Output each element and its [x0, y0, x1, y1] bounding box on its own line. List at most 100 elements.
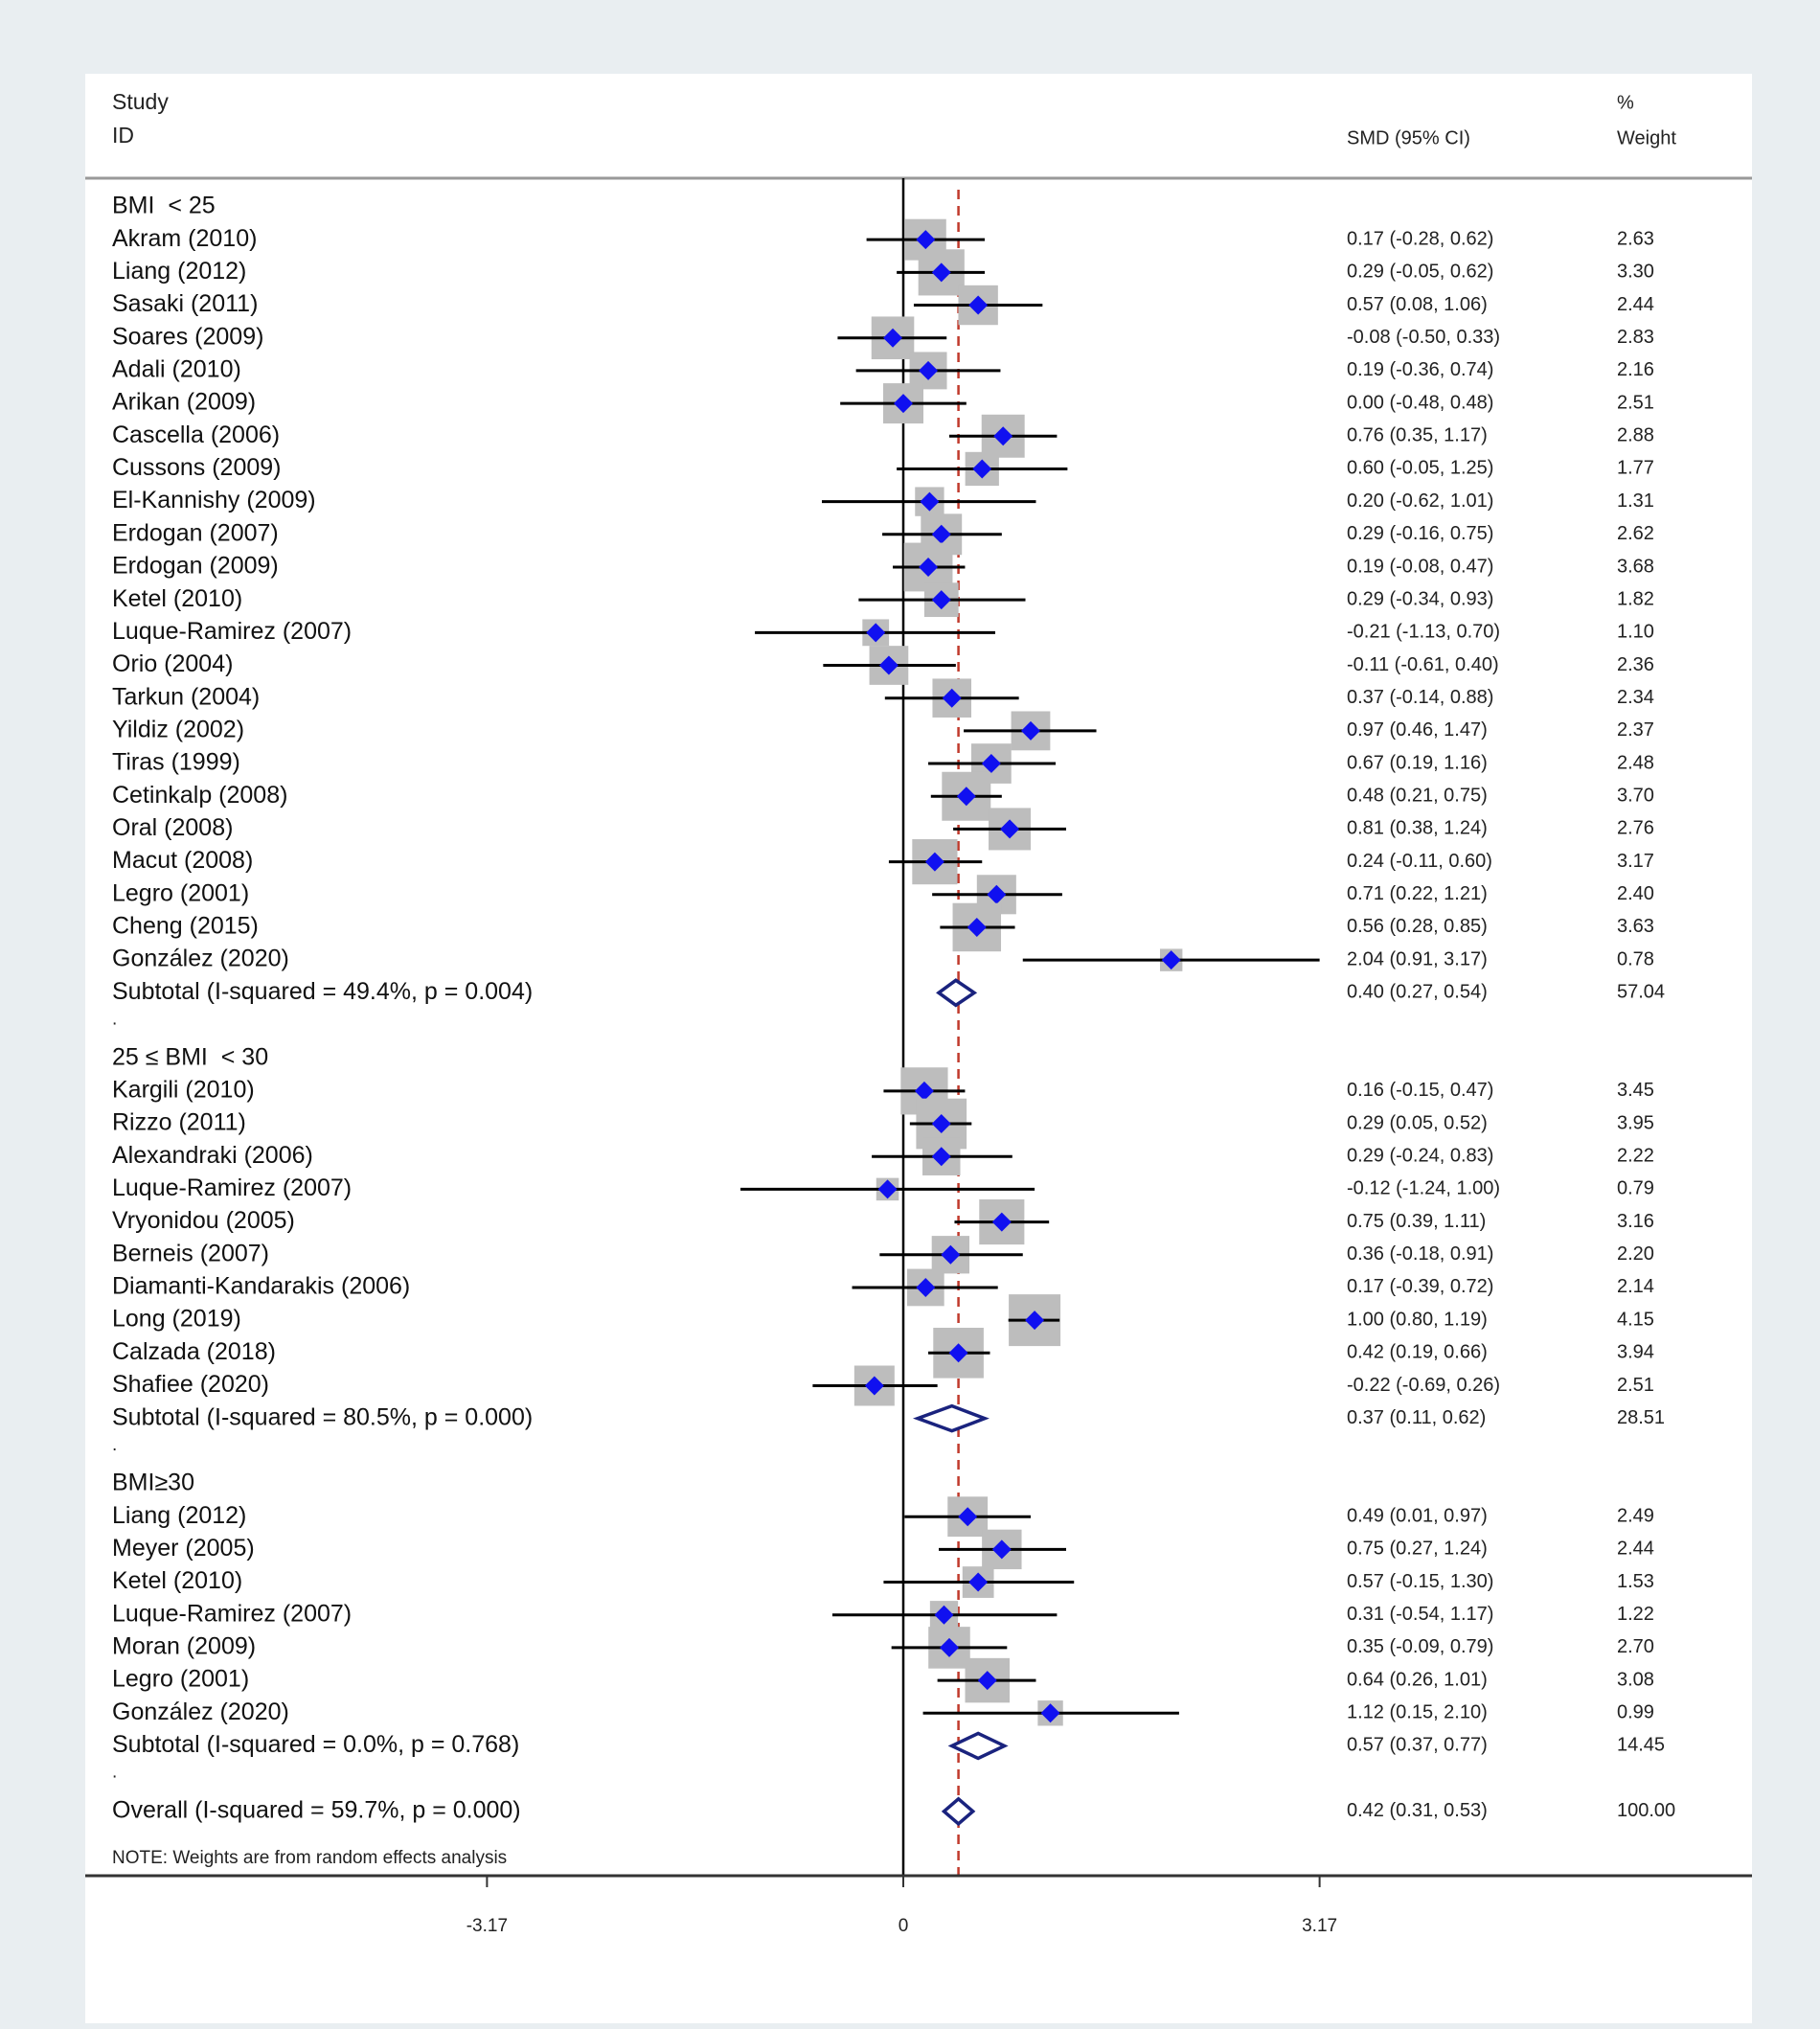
- study-smd-ci: 0.48 (0.21, 0.75): [1347, 786, 1488, 807]
- point-estimate-marker: [972, 459, 992, 479]
- point-estimate-marker: [931, 1114, 951, 1134]
- point-estimate-marker: [919, 557, 939, 577]
- study-weight: 2.76: [1617, 818, 1654, 839]
- study-smd-ci: -0.08 (-0.50, 0.33): [1347, 327, 1500, 348]
- study-smd-ci: 0.29 (-0.24, 0.83): [1347, 1146, 1493, 1167]
- study-smd-ci: 0.16 (-0.15, 0.47): [1347, 1080, 1493, 1101]
- study-label: Shafiee (2020): [112, 1371, 269, 1398]
- subtotal-smd-ci: 0.37 (0.11, 0.62): [1347, 1407, 1486, 1428]
- study-smd-ci: 0.00 (-0.48, 0.48): [1347, 392, 1493, 413]
- point-estimate-marker: [942, 688, 962, 708]
- study-label: Arikan (2009): [112, 389, 256, 416]
- study-weight: 1.22: [1617, 1604, 1654, 1625]
- x-tick-label: -3.17: [466, 1916, 508, 1936]
- study-smd-ci: 0.17 (-0.28, 0.62): [1347, 228, 1493, 249]
- study-label: Tarkun (2004): [112, 683, 260, 710]
- point-estimate-marker: [993, 426, 1013, 446]
- study-weight: 2.34: [1617, 687, 1654, 708]
- study-weight: 3.63: [1617, 916, 1654, 937]
- subtotal-smd-ci: 0.57 (0.37, 0.77): [1347, 1735, 1488, 1756]
- header-weight: Weight: [1617, 127, 1676, 148]
- point-estimate-marker: [931, 262, 951, 283]
- study-weight: 1.10: [1617, 622, 1654, 643]
- study-label: Long (2019): [112, 1306, 241, 1333]
- overall-weight: 100.00: [1617, 1800, 1675, 1821]
- study-label: Liang (2012): [112, 1502, 246, 1529]
- study-label: Rizzo (2011): [112, 1109, 246, 1136]
- study-smd-ci: -0.22 (-0.69, 0.26): [1347, 1375, 1500, 1396]
- point-estimate-marker: [916, 230, 936, 250]
- study-weight: 2.88: [1617, 425, 1654, 446]
- study-label: Cheng (2015): [112, 913, 259, 940]
- study-weight: 0.79: [1617, 1178, 1654, 1199]
- point-estimate-marker: [956, 787, 976, 807]
- study-weight: 2.36: [1617, 654, 1654, 675]
- point-estimate-marker: [991, 1539, 1012, 1560]
- study-weight: 2.44: [1617, 1539, 1654, 1560]
- subtotal-weight: 28.51: [1617, 1407, 1665, 1428]
- overall-label: Overall (I-squared = 59.7%, p = 0.000): [112, 1796, 521, 1823]
- study-label: Erdogan (2007): [112, 519, 279, 546]
- point-estimate-marker: [877, 1179, 898, 1199]
- x-tick-label: 3.17: [1302, 1916, 1337, 1936]
- study-label: Ketel (2010): [112, 1567, 242, 1594]
- study-weight: 2.51: [1617, 1375, 1654, 1396]
- study-smd-ci: -0.11 (-0.61, 0.40): [1347, 654, 1499, 675]
- study-label: Tiras (1999): [112, 749, 240, 776]
- study-weight: 1.31: [1617, 490, 1654, 512]
- point-estimate-marker: [987, 884, 1007, 904]
- study-weight: 2.83: [1617, 327, 1654, 348]
- study-weight: 2.16: [1617, 359, 1654, 380]
- point-estimate-marker: [878, 655, 899, 675]
- group-heading: BMI < 25: [112, 193, 216, 219]
- study-smd-ci: 0.56 (0.28, 0.85): [1347, 916, 1488, 937]
- study-smd-ci: 0.64 (0.26, 1.01): [1347, 1669, 1488, 1690]
- study-smd-ci: 0.24 (-0.11, 0.60): [1347, 851, 1492, 872]
- study-weight: 1.77: [1617, 458, 1654, 479]
- study-label: Moran (2009): [112, 1633, 256, 1660]
- study-label: Ketel (2010): [112, 585, 242, 612]
- subtotal-label: Subtotal (I-squared = 80.5%, p = 0.000): [112, 1403, 533, 1430]
- study-weight: 3.94: [1617, 1342, 1654, 1363]
- point-estimate-marker: [991, 1212, 1012, 1232]
- study-label: El-Kannishy (2009): [112, 487, 316, 513]
- study-weight: 2.62: [1617, 523, 1654, 544]
- point-estimate-marker: [931, 590, 951, 610]
- study-smd-ci: -0.21 (-1.13, 0.70): [1347, 622, 1500, 643]
- study-smd-ci: 0.19 (-0.36, 0.74): [1347, 359, 1493, 380]
- study-label: Liang (2012): [112, 258, 246, 285]
- study-label: Cetinkalp (2008): [112, 782, 287, 809]
- study-weight: 2.51: [1617, 392, 1654, 413]
- study-weight: 2.70: [1617, 1636, 1654, 1657]
- study-label: Cussons (2009): [112, 454, 281, 481]
- study-weight: 3.45: [1617, 1080, 1654, 1101]
- study-label: González (2020): [112, 1698, 289, 1725]
- study-smd-ci: 0.75 (0.39, 1.11): [1347, 1211, 1486, 1232]
- header-id: ID: [112, 123, 134, 148]
- point-estimate-marker: [1025, 1311, 1045, 1331]
- study-smd-ci: 0.76 (0.35, 1.17): [1347, 425, 1488, 446]
- point-estimate-marker: [916, 1277, 936, 1297]
- point-estimate-marker: [958, 1507, 978, 1527]
- study-label: Orio (2004): [112, 650, 233, 677]
- point-estimate-marker: [1000, 819, 1020, 839]
- point-estimate-marker: [941, 1244, 961, 1265]
- point-estimate-marker: [1161, 950, 1181, 970]
- study-weight: 3.95: [1617, 1112, 1654, 1133]
- study-label: Alexandraki (2006): [112, 1142, 313, 1169]
- point-estimate-marker: [1020, 720, 1040, 741]
- study-label: Luque-Ramirez (2007): [112, 1600, 352, 1627]
- spacer-dot: .: [112, 1010, 117, 1030]
- overall-diamond: [941, 1796, 976, 1827]
- subtotal-label: Subtotal (I-squared = 49.4%, p = 0.004): [112, 978, 533, 1005]
- study-smd-ci: 0.42 (0.19, 0.66): [1347, 1342, 1488, 1363]
- spacer-dot: .: [112, 1763, 117, 1783]
- point-estimate-marker: [866, 623, 886, 643]
- study-label: Kargili (2010): [112, 1076, 255, 1103]
- study-smd-ci: 0.29 (0.05, 0.52): [1347, 1112, 1488, 1133]
- study-label: Legro (2001): [112, 1666, 249, 1693]
- study-label: Soares (2009): [112, 323, 263, 350]
- spacer-dot: .: [112, 1435, 117, 1455]
- study-label: Yildiz (2002): [112, 716, 244, 742]
